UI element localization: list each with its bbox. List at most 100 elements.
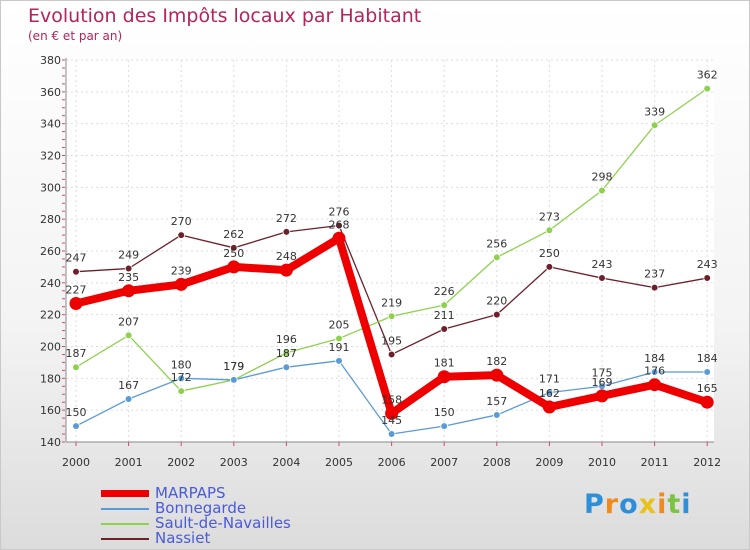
point-bonnegarde-2002 [177, 374, 186, 383]
legend-swatch-marpaps [101, 490, 149, 497]
chart-subtitle: (en € et par an) [28, 29, 123, 43]
point-sault-de-navailles-2005 [335, 334, 343, 343]
x-tick-label-2000: 2000 [62, 456, 90, 469]
point-nassiet-2000 [72, 267, 80, 276]
point-sault-de-navailles-2007 [440, 301, 449, 309]
data-label-nassiet-2008: 220 [486, 295, 507, 308]
data-label-sault-de-navailles-2000: 187 [66, 347, 87, 360]
point-sault-de-navailles-2000 [72, 363, 80, 371]
legend: MARPAPS Bonnegarde Sault-de-Navailles Na… [101, 486, 291, 546]
data-label-bonnegarde-2005: 191 [329, 341, 350, 354]
point-nassiet-2003 [230, 244, 238, 252]
x-tick-label-2010: 2010 [588, 456, 616, 469]
legend-label-nassiet: Nassiet [155, 529, 211, 547]
legend-label-sault: Sault-de-Navailles [155, 514, 291, 532]
y-tick-label-200: 200 [40, 341, 61, 354]
point-sault-de-navailles-2004 [282, 349, 291, 357]
proxiti-logo: Proxiti [584, 489, 692, 520]
data-label-marpaps-2000: 227 [66, 284, 87, 297]
legend-label-bonnegarde: Bonnegarde [155, 499, 247, 517]
x-tick-label-2008: 2008 [483, 456, 511, 469]
point-marpaps-2009 [542, 400, 556, 414]
data-label-sault-de-navailles-2010: 298 [592, 171, 613, 184]
data-label-sault-de-navailles-2002: 172 [171, 371, 192, 384]
point-nassiet-2004 [282, 228, 291, 236]
data-label-marpaps-2002: 239 [171, 264, 192, 277]
data-label-sault-de-navailles-2012: 362 [697, 69, 718, 82]
y-tick-label-260: 260 [40, 245, 61, 258]
data-label-sault-de-navailles-2006: 219 [381, 296, 402, 309]
point-bonnegarde-2008 [492, 411, 501, 419]
data-label-nassiet-2005: 276 [329, 206, 350, 219]
data-label-marpaps-2003: 250 [223, 247, 244, 260]
data-label-bonnegarde-2006: 145 [381, 414, 402, 427]
y-tick-label-300: 300 [40, 181, 61, 194]
point-nassiet-2001 [124, 264, 133, 273]
data-label-bonnegarde-2007: 150 [434, 406, 455, 419]
point-bonnegarde-2005 [335, 357, 343, 365]
x-tick-label-2012: 2012 [693, 456, 721, 469]
data-label-nassiet-2003: 262 [223, 228, 244, 241]
data-label-sault-de-navailles-2005: 205 [329, 319, 350, 332]
data-label-marpaps-2004: 248 [276, 250, 297, 263]
data-label-marpaps-2010: 169 [592, 376, 613, 389]
data-label-bonnegarde-2011: 184 [644, 352, 665, 365]
legend-item-marpaps: MARPAPS [101, 486, 291, 501]
point-nassiet-2006 [387, 350, 396, 359]
point-sault-de-navailles-2002 [177, 387, 186, 395]
point-sault-de-navailles-2012 [703, 84, 711, 93]
point-bonnegarde-2009 [545, 388, 554, 397]
point-marpaps-2001 [122, 284, 136, 298]
point-sault-de-navailles-2008 [492, 253, 501, 262]
data-label-bonnegarde-2010: 175 [592, 366, 613, 379]
x-tick-label-2002: 2002 [167, 456, 195, 469]
point-nassiet-2008 [492, 310, 501, 319]
point-marpaps-2002 [174, 277, 188, 291]
y-tick-label-380: 380 [40, 54, 61, 67]
x-tick-label-2011: 2011 [641, 456, 669, 469]
y-tick-label-360: 360 [40, 86, 61, 99]
point-marpaps-2000 [69, 297, 83, 311]
data-label-bonnegarde-2012: 184 [697, 352, 718, 365]
chart-title: Evolution des Impôts locaux par Habitant [28, 5, 422, 27]
data-label-nassiet-2002: 270 [171, 215, 192, 228]
data-label-marpaps-2005: 268 [329, 218, 350, 231]
data-label-marpaps-2006: 158 [381, 393, 402, 406]
data-label-sault-de-navailles-2003: 179 [223, 360, 244, 373]
logo-letter: x [638, 489, 658, 520]
x-tick-label-2009: 2009 [535, 456, 563, 469]
data-label-bonnegarde-2004: 187 [276, 347, 297, 360]
logo-letter: i [681, 489, 692, 520]
point-nassiet-2012 [703, 274, 711, 282]
logo-letter: t [667, 489, 682, 520]
point-marpaps-2004 [279, 263, 293, 277]
point-marpaps-2012 [700, 395, 714, 409]
data-label-sault-de-navailles-2009: 273 [539, 210, 560, 223]
point-sault-de-navailles-2009 [545, 226, 554, 235]
y-tick-label-240: 240 [40, 277, 61, 290]
x-tick-label-2001: 2001 [115, 456, 143, 469]
data-label-marpaps-2001: 235 [118, 271, 139, 284]
point-sault-de-navailles-2001 [124, 331, 133, 340]
data-label-nassiet-2010: 243 [592, 258, 613, 271]
data-label-sault-de-navailles-2011: 339 [644, 105, 665, 118]
data-label-sault-de-navailles-2004: 196 [276, 333, 297, 346]
x-tick-label-2003: 2003 [220, 456, 248, 469]
point-nassiet-2005 [335, 221, 343, 230]
point-bonnegarde-2003 [230, 376, 238, 384]
data-label-bonnegarde-2003: 179 [223, 360, 244, 373]
point-marpaps-2007 [437, 370, 451, 384]
point-marpaps-2006 [385, 406, 399, 420]
legend-item-bonnegarde: Bonnegarde [101, 501, 291, 516]
x-tick-label-2007: 2007 [430, 456, 458, 469]
data-label-nassiet-2012: 243 [697, 258, 718, 271]
point-marpaps-2008 [490, 368, 504, 382]
point-sault-de-navailles-2010 [598, 186, 606, 195]
data-label-nassiet-2000: 247 [66, 252, 87, 265]
point-nassiet-2009 [545, 263, 554, 271]
data-label-nassiet-2009: 250 [539, 247, 560, 260]
legend-swatch-nassiet [101, 537, 149, 540]
logo-letter: o [619, 489, 639, 520]
